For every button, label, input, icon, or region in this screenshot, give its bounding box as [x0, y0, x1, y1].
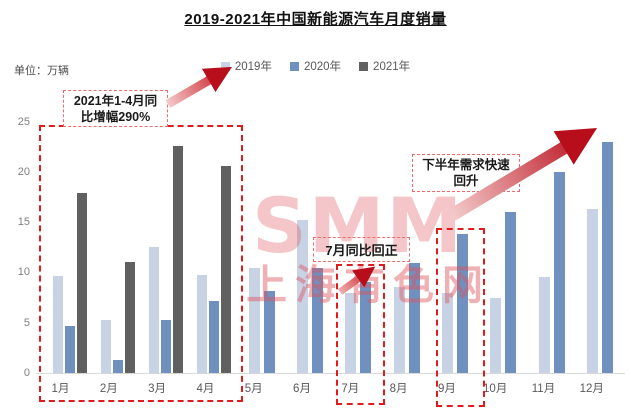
x-axis-label-9月: 9月: [437, 383, 456, 395]
bar-2021年-2月: [124, 262, 135, 373]
callout-july-positive: 7月同比回正: [313, 237, 410, 262]
bar-2020年-12月: [601, 142, 613, 373]
legend-swatch-icon: [220, 61, 230, 71]
legend-label: 2020年: [303, 61, 342, 73]
bar-2019年-9月: [441, 293, 453, 373]
bar-2021年-1月: [76, 193, 87, 373]
bar-2020年-10月: [505, 212, 517, 373]
bar-2020年-1月: [64, 326, 75, 373]
x-axis-line: [36, 373, 625, 374]
legend: 2019年 2020年 2021年: [0, 58, 631, 74]
bar-2020年-4月: [209, 301, 220, 373]
highlight-box-september: [436, 228, 485, 407]
x-axis-label-2月: 2月: [99, 383, 118, 395]
bar-2019年-2月: [100, 320, 111, 373]
x-axis-label-7月: 7月: [341, 383, 360, 395]
y-axis-tick-10: 10: [17, 266, 30, 279]
bar-2021年-4月: [221, 166, 232, 373]
callout-h2-demand-line1: 下半年需求快速: [422, 158, 510, 172]
unit-label: 单位：万辆: [14, 65, 69, 77]
y-axis-tick-5: 5: [23, 316, 30, 329]
bar-2019年-7月: [345, 293, 357, 373]
bar-2019年-11月: [538, 277, 550, 373]
callout-july-positive-text: 7月同比回正: [325, 243, 398, 258]
bar-2019年-4月: [197, 275, 208, 373]
callout-h2-demand: 下半年需求快速 回升: [412, 154, 520, 192]
bar-2019年-6月: [297, 220, 308, 373]
bar-2020年-8月: [408, 263, 420, 373]
bar-2019年-8月: [393, 287, 405, 373]
x-axis-label-12月: 12月: [579, 383, 604, 395]
bar-2020年-3月: [161, 320, 172, 373]
y-axis-tick-20: 20: [17, 165, 30, 178]
legend-swatch-icon: [289, 61, 299, 71]
y-axis-tick-25: 25: [17, 115, 30, 128]
highlight-box-july: [336, 264, 385, 405]
bar-2019年-10月: [490, 298, 502, 373]
x-axis-label-6月: 6月: [293, 383, 311, 395]
x-axis-label-8月: 8月: [389, 383, 408, 395]
bar-2020年-5月: [263, 291, 275, 373]
bar-2020年-7月: [360, 282, 372, 373]
x-axis-label-11月: 11月: [531, 383, 556, 395]
x-axis-label-10月: 10月: [483, 383, 508, 395]
chart-title: 2019-2021年中国新能源汽车月度销量: [184, 11, 447, 28]
x-axis-label-4月: 4月: [196, 383, 215, 395]
bar-2021年-3月: [173, 146, 184, 373]
x-axis-label-3月: 3月: [148, 383, 167, 395]
bar-2020年-9月: [456, 234, 468, 373]
legend-swatch-icon: [359, 61, 369, 71]
callout-2021-growth-line2: 比增幅290%: [80, 109, 151, 124]
x-axis-label-5月: 5月: [244, 383, 263, 395]
legend-label: 2019年: [234, 61, 272, 73]
callout-h2-demand-line2: 回升: [453, 174, 479, 188]
callout-2021-growth-line1: 2021年1-4月同: [73, 93, 158, 108]
legend-label: 2021年: [373, 61, 411, 73]
bar-2019年-1月: [52, 276, 63, 373]
bar-2020年-11月: [553, 172, 565, 373]
bar-2019年-5月: [248, 268, 260, 373]
bar-2019年-3月: [149, 247, 160, 373]
y-axis-tick-15: 15: [17, 216, 30, 229]
bar-2019年-12月: [586, 209, 598, 373]
highlight-box-jan-apr: [39, 125, 243, 402]
legend-item-2021年: 2021年: [359, 58, 410, 74]
legend-item-2020年: 2020年: [289, 58, 342, 74]
x-axis-label-1月: 1月: [51, 383, 70, 395]
bar-2020年-6月: [312, 268, 323, 373]
legend-item-2019年: 2019年: [220, 58, 272, 74]
bar-2020年-2月: [112, 360, 123, 373]
callout-2021-growth: 2021年1-4月同 比增幅290%: [63, 90, 168, 127]
y-axis-tick-0: 0: [23, 367, 30, 379]
